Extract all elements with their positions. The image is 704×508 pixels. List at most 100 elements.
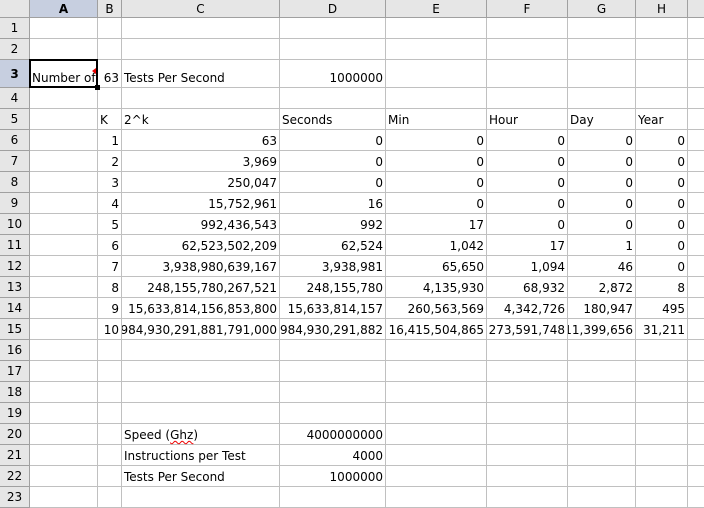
cell[interactable]: 68,932 [487, 277, 568, 298]
cell[interactable] [280, 88, 386, 109]
row-header[interactable]: 4 [0, 88, 30, 109]
cell[interactable]: 0 [636, 214, 688, 235]
cell[interactable] [30, 18, 98, 39]
cell[interactable]: 992 [280, 214, 386, 235]
cell[interactable] [386, 424, 487, 445]
cell[interactable]: Min [386, 109, 487, 130]
cell[interactable] [98, 340, 122, 361]
cell[interactable] [98, 361, 122, 382]
row-header[interactable]: 2 [0, 39, 30, 60]
cell[interactable]: 3 [98, 172, 122, 193]
cell[interactable]: 65,650 [386, 256, 487, 277]
cell[interactable]: 260,563,569 [386, 298, 487, 319]
cell[interactable] [30, 445, 98, 466]
cell[interactable] [688, 60, 704, 88]
cell[interactable] [30, 256, 98, 277]
cell[interactable]: 2,872 [568, 277, 636, 298]
cell[interactable]: 0 [636, 256, 688, 277]
row-header[interactable]: 22 [0, 466, 30, 487]
cell[interactable] [386, 88, 487, 109]
cell[interactable] [568, 18, 636, 39]
cell[interactable]: 6 [98, 235, 122, 256]
cell[interactable] [487, 340, 568, 361]
cell[interactable] [280, 403, 386, 424]
cell[interactable]: 10 [98, 319, 122, 340]
cell[interactable]: 0 [636, 172, 688, 193]
row-header[interactable]: 15 [0, 319, 30, 340]
row-header[interactable]: 12 [0, 256, 30, 277]
cell[interactable] [98, 382, 122, 403]
cell[interactable] [568, 445, 636, 466]
cell[interactable] [688, 214, 704, 235]
column-header[interactable]: D [280, 0, 386, 18]
cell[interactable]: 0 [636, 151, 688, 172]
cell[interactable] [30, 403, 98, 424]
cell[interactable] [487, 445, 568, 466]
cell[interactable]: 15,633,814,157 [280, 298, 386, 319]
cell[interactable] [487, 88, 568, 109]
cell[interactable] [487, 60, 568, 88]
cell[interactable] [98, 466, 122, 487]
cell[interactable]: 16,415,504,865 [386, 319, 487, 340]
cell[interactable]: 4 [98, 193, 122, 214]
cell[interactable] [688, 382, 704, 403]
cell[interactable] [98, 18, 122, 39]
row-header[interactable]: 11 [0, 235, 30, 256]
cell[interactable] [487, 466, 568, 487]
cell[interactable] [688, 277, 704, 298]
cell[interactable] [636, 403, 688, 424]
cell[interactable] [688, 172, 704, 193]
cell[interactable] [636, 466, 688, 487]
cell[interactable]: 248,155,780,267,521 [122, 277, 280, 298]
cell[interactable] [636, 361, 688, 382]
cell[interactable]: 1000000 [280, 60, 386, 88]
cell[interactable]: 31,211 [636, 319, 688, 340]
cell[interactable] [98, 424, 122, 445]
fill-handle[interactable] [95, 85, 100, 90]
cell[interactable]: 2 [98, 151, 122, 172]
cell[interactable] [30, 235, 98, 256]
cell[interactable]: 1,042 [386, 235, 487, 256]
cell[interactable] [636, 39, 688, 60]
cell[interactable] [98, 88, 122, 109]
cell[interactable]: 2^k [122, 109, 280, 130]
cell[interactable] [568, 403, 636, 424]
cell[interactable] [386, 403, 487, 424]
cell[interactable]: 0 [386, 172, 487, 193]
cell[interactable] [688, 445, 704, 466]
cell[interactable]: 0 [487, 193, 568, 214]
cell[interactable] [568, 39, 636, 60]
cell[interactable]: 0 [386, 193, 487, 214]
cell[interactable] [30, 39, 98, 60]
cell[interactable]: 17 [386, 214, 487, 235]
cell[interactable] [122, 403, 280, 424]
cell[interactable]: 63 [122, 130, 280, 151]
cell[interactable]: 17 [487, 235, 568, 256]
cell[interactable] [636, 424, 688, 445]
cell[interactable] [30, 193, 98, 214]
cell[interactable] [122, 382, 280, 403]
cell[interactable] [688, 256, 704, 277]
cell[interactable]: 8 [636, 277, 688, 298]
cell[interactable] [30, 109, 98, 130]
cell[interactable]: 15,752,961 [122, 193, 280, 214]
row-header[interactable]: 20 [0, 424, 30, 445]
cell[interactable]: 4,135,930 [386, 277, 487, 298]
cell[interactable] [30, 214, 98, 235]
cell[interactable] [636, 487, 688, 508]
cell[interactable]: 0 [636, 235, 688, 256]
row-header[interactable]: 14 [0, 298, 30, 319]
cell[interactable]: 1,094 [487, 256, 568, 277]
cell[interactable] [386, 466, 487, 487]
cell[interactable] [487, 39, 568, 60]
cell[interactable]: 0 [280, 172, 386, 193]
cell[interactable] [386, 39, 487, 60]
cell[interactable] [30, 424, 98, 445]
cell[interactable]: 4000 [280, 445, 386, 466]
cell[interactable]: 0 [568, 193, 636, 214]
cell[interactable] [688, 298, 704, 319]
cell[interactable] [568, 487, 636, 508]
column-header[interactable]: C [122, 0, 280, 18]
row-header[interactable]: 23 [0, 487, 30, 508]
cell[interactable]: 0 [487, 130, 568, 151]
